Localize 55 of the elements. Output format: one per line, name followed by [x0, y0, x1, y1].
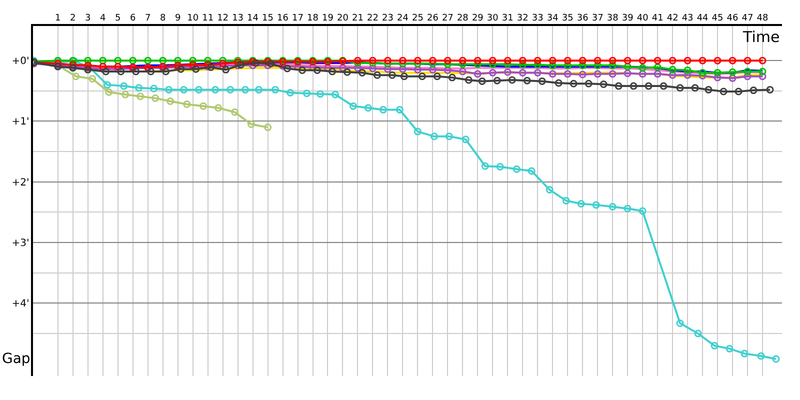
- x-tick-label: 40: [636, 14, 649, 24]
- x-tick-label: 35: [562, 14, 574, 24]
- y-axis-title: Gap: [2, 351, 30, 367]
- x-tick-label: 6: [130, 14, 136, 24]
- x-tick-label: 19: [322, 14, 334, 24]
- x-tick-label: 32: [516, 14, 528, 24]
- x-tick-label: 44: [696, 14, 709, 24]
- y-tick-label: +4': [12, 298, 30, 310]
- x-tick-label: 15: [262, 14, 274, 24]
- x-tick-label: 31: [502, 14, 514, 24]
- x-tick-label: 43: [682, 14, 694, 24]
- x-tick-label: 11: [202, 14, 214, 24]
- x-tick-label: 30: [486, 14, 499, 24]
- x-tick-label: 34: [546, 14, 559, 24]
- x-tick-label: 36: [576, 14, 589, 24]
- x-tick-label: 46: [726, 14, 739, 24]
- x-tick-label: 41: [652, 14, 664, 24]
- x-tick-label: 13: [232, 14, 244, 24]
- y-tick-label: +0': [12, 56, 30, 68]
- x-tick-label: 33: [532, 14, 544, 24]
- x-tick-label: 2: [70, 14, 76, 24]
- x-tick-label: 42: [666, 14, 678, 24]
- x-tick-label: 5: [114, 14, 121, 24]
- x-tick-label: 39: [622, 14, 634, 24]
- x-tick-label: 7: [144, 14, 151, 24]
- x-tick-label: 24: [396, 14, 409, 24]
- x-tick-label: 10: [187, 14, 199, 24]
- x-tick-label: 16: [277, 14, 289, 24]
- x-tick-label: 8: [160, 14, 166, 24]
- x-tick-label: 47: [742, 14, 754, 24]
- x-tick-label: 18: [307, 14, 319, 24]
- x-tick-label: 29: [472, 14, 484, 24]
- y-tick-label: +2': [12, 177, 30, 188]
- x-tick-label: 1: [55, 14, 61, 24]
- x-tick-label: 22: [366, 14, 378, 24]
- x-tick-label: 3: [85, 14, 91, 24]
- x-tick-label: 23: [382, 14, 394, 24]
- x-tick-label: 4: [100, 14, 106, 24]
- x-tick-label: 17: [292, 14, 304, 24]
- x-tick-label: 9: [174, 14, 181, 24]
- x-tick-label: 27: [442, 14, 454, 24]
- x-tick-label: 45: [712, 14, 724, 24]
- x-axis-title: Time: [742, 28, 780, 46]
- y-tick-label: +3': [12, 238, 30, 250]
- x-tick-label: 14: [247, 14, 259, 24]
- x-tick-label: 12: [217, 14, 229, 24]
- y-tick-label: +1': [12, 116, 30, 128]
- x-tick-label: 21: [352, 14, 364, 24]
- x-tick-label: 26: [426, 14, 439, 24]
- x-tick-label: 38: [606, 14, 619, 24]
- x-tick-label: 28: [456, 14, 469, 24]
- x-tick-label: 25: [412, 14, 424, 24]
- x-tick-label: 20: [337, 14, 349, 24]
- x-tick-label: 48: [756, 14, 769, 24]
- x-tick-label: 37: [592, 14, 604, 24]
